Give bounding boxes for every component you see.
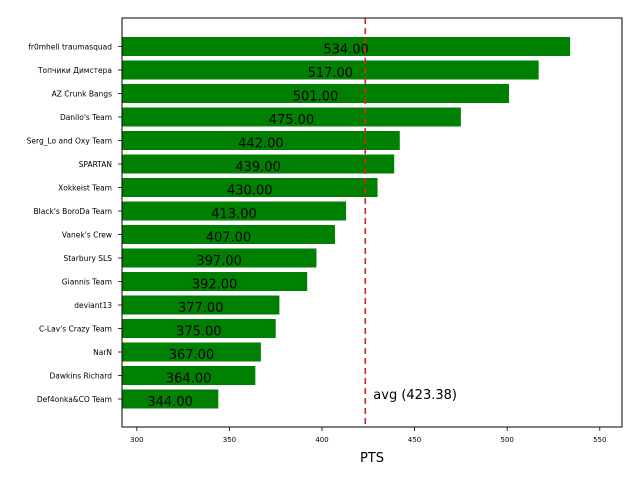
bar (122, 84, 510, 103)
x-tick-label: 300 (130, 436, 143, 444)
bar-value-label: 377.00 (178, 301, 224, 316)
category-label: AZ Crunk Bangs (52, 90, 112, 99)
bar (122, 37, 571, 56)
bar (122, 248, 317, 268)
bar (122, 131, 400, 150)
category-label: C-Lav's Crazy Team (39, 325, 112, 334)
category-label: Топчики Димстера (37, 66, 112, 75)
category-label: Vanek's Crew (62, 231, 112, 240)
bar-value-label: 392.00 (192, 278, 238, 293)
x-tick-label: 550 (593, 436, 606, 444)
category-label: Serg_Lo and Oxy Team (27, 137, 112, 146)
bar-value-label: 439.00 (235, 160, 281, 175)
bar-value-label: 407.00 (206, 231, 252, 246)
bar-value-label: 430.00 (227, 184, 273, 199)
bars-layer (122, 37, 571, 409)
bar-value-label: 367.00 (169, 348, 215, 363)
bar (122, 319, 276, 338)
bar-value-label: 397.00 (196, 254, 242, 269)
bar (122, 366, 256, 385)
bar-value-label: 375.00 (176, 325, 222, 340)
category-labels: fr0mhell traumasquad Топчики Димстера AZ C… (27, 43, 122, 404)
bar (122, 60, 539, 80)
bar-value-label: 413.00 (211, 207, 257, 222)
x-tick-label: 500 (500, 436, 513, 444)
bar-value-label: 517.00 (308, 66, 354, 81)
category-label: Def4onka&CO Team (37, 395, 112, 404)
bar (122, 201, 347, 221)
category-label: Dawkins Richard (50, 372, 113, 381)
x-tick-label: 350 (223, 436, 236, 444)
category-label: Black's BoroDa Team (34, 207, 112, 216)
bar (122, 272, 308, 291)
bar (122, 295, 280, 315)
category-label: NarN (93, 348, 112, 357)
bar (122, 107, 461, 127)
average-label: avg (423.38) (373, 388, 457, 403)
x-axis-title: PTS (360, 451, 384, 466)
bar (122, 178, 378, 197)
plot-frame (121, 17, 623, 428)
bar (122, 389, 219, 409)
bar (122, 154, 395, 174)
bar-value-label: 475.00 (269, 113, 315, 128)
bar-value-label: 501.00 (293, 90, 339, 105)
bar-value-label: 534.00 (323, 43, 369, 58)
bar (122, 225, 335, 244)
average-layer: avg (423.38) (364, 18, 457, 427)
category-label: Danilo's Team (60, 113, 112, 122)
x-tick-label: 400 (315, 436, 328, 444)
bar (122, 342, 261, 362)
category-label: SPARTAN (79, 160, 112, 169)
category-label: Xokkeist Team (58, 184, 112, 193)
bar-value-label: 442.00 (238, 137, 284, 152)
category-label: Starbury SLS (63, 254, 112, 263)
x-axis-ticks: 300 350 400 450 500 550 (130, 427, 606, 444)
bar-value-label: 364.00 (166, 372, 212, 387)
category-label: Giannis Team (62, 278, 112, 287)
x-tick-label: 450 (408, 436, 421, 444)
value-labels-layer: 534.00 517.00 501.00 475.00 442.00 439.00 430.… (147, 43, 368, 411)
category-label: fr0mhell traumasquad (28, 43, 112, 52)
category-label: deviant13 (74, 301, 112, 310)
bar-value-label: 344.00 (147, 395, 193, 410)
